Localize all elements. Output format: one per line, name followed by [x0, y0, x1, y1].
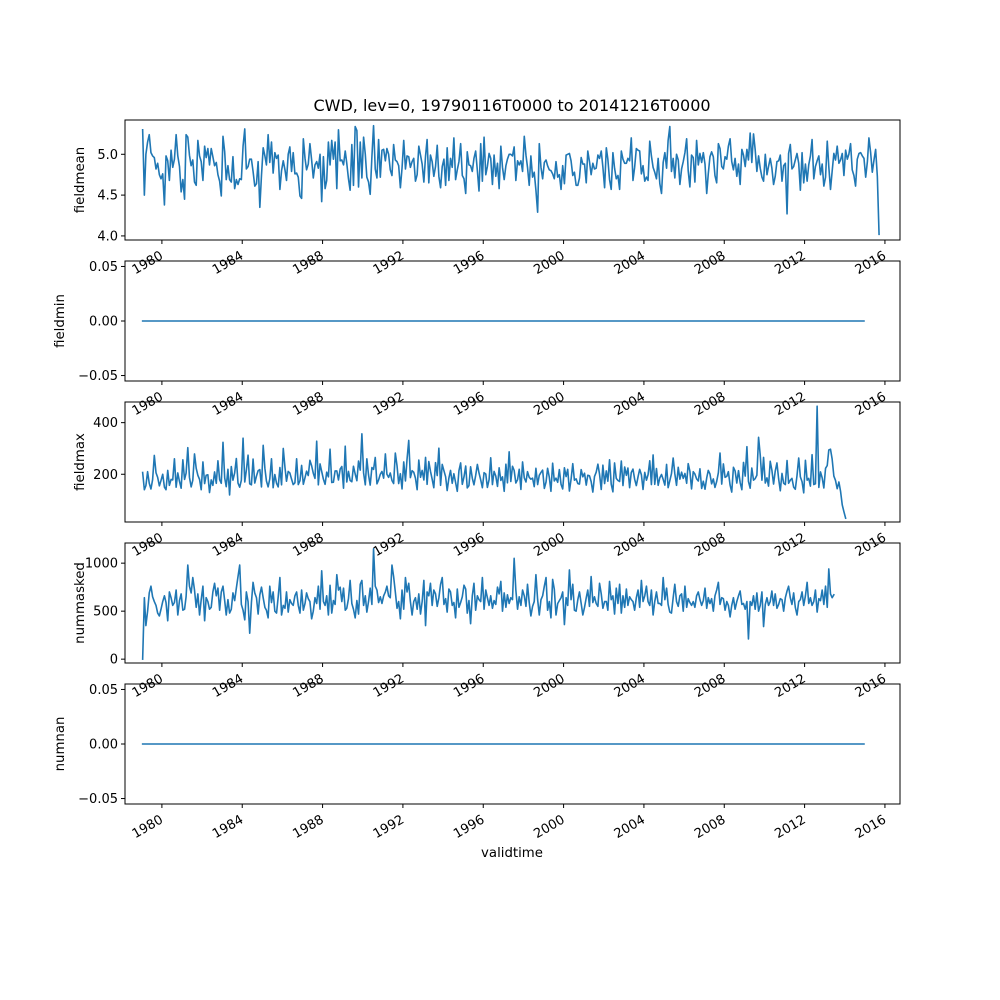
fieldmax-x-tick-label: 1996: [451, 530, 487, 560]
fieldmean-axes-frame: [124, 119, 901, 241]
fieldmin-x-tick-label: 1996: [451, 389, 487, 419]
subplot-fieldmin: −0.05 0.00 0.05 fieldmin 1980 1984 1988 1992 199…: [53, 260, 901, 419]
nummasked-series-line: [141, 547, 835, 660]
chart-title: CWD, lev=0, 19790116T0000 to 20141216T00…: [313, 96, 710, 115]
fieldmean-x-tick-label: 2012: [772, 248, 808, 278]
fieldmax-x-tick-label: 2012: [772, 530, 808, 560]
fieldmin-x-tick-label: 2008: [692, 389, 728, 419]
fieldmean-x-tick-label: 2004: [612, 248, 648, 278]
fieldmean-x-tick-label: 1980: [130, 248, 166, 278]
numnan-x-tick-label: 1984: [210, 812, 246, 842]
subplot-fieldmax: 200 400 fieldmax 1980 1984 1988 1992 1996 2000 20…: [73, 401, 901, 560]
numnan-x-tick-label: 2004: [612, 812, 648, 842]
numnan-y-tick-label: −0.05: [78, 792, 118, 807]
fieldmin-x-tick-label: 1984: [210, 389, 246, 419]
fieldmean-series-line: [141, 124, 880, 236]
nummasked-y-tick-label: 500: [93, 605, 118, 620]
fieldmin-x-tick-label: 2000: [531, 389, 567, 419]
numnan-x-tick-label: 1988: [290, 812, 326, 842]
fieldmax-y-tick-label: 400: [93, 416, 118, 431]
fieldmax-x-tick-label: 1980: [130, 530, 166, 560]
fieldmin-x-tick-label: 2016: [853, 389, 889, 419]
fieldmean-y-tick-label: 5.0: [97, 148, 118, 163]
fieldmean-y-tick-label: 4.0: [97, 229, 118, 244]
fieldmean-x-tick-label: 1992: [371, 248, 407, 278]
fieldmax-x-tick-label: 2004: [612, 530, 648, 560]
fieldmean-y-axis-label: fieldmean: [73, 147, 88, 213]
fieldmin-x-tick-label: 2004: [612, 389, 648, 419]
fieldmax-x-tick-label: 1984: [210, 530, 246, 560]
fieldmean-y-tick-label: 4.5: [97, 189, 118, 204]
fieldmax-x-tick-label: 1992: [371, 530, 407, 560]
nummasked-x-tick-label: 1980: [130, 671, 166, 701]
numnan-x-tick-label: 2000: [531, 812, 567, 842]
nummasked-x-tick-label: 2004: [612, 671, 648, 701]
nummasked-x-tick-label: 1984: [210, 671, 246, 701]
fieldmax-y-tick-label: 200: [93, 468, 118, 483]
fieldmin-x-tick-label: 1988: [290, 389, 326, 419]
nummasked-x-tick-label: 1992: [371, 671, 407, 701]
numnan-x-tick-label: 1992: [371, 812, 407, 842]
nummasked-x-tick-label: 2012: [772, 671, 808, 701]
numnan-x-tick-label: 2016: [853, 812, 889, 842]
numnan-y-axis-label: numnan: [53, 717, 68, 772]
fieldmin-y-tick-label: 0.00: [89, 315, 118, 330]
fieldmin-y-axis-label: fieldmin: [53, 294, 68, 348]
fieldmin-x-tick-label: 1992: [371, 389, 407, 419]
numnan-x-tick-label: 2008: [692, 812, 728, 842]
numnan-y-tick-label: 0.00: [89, 738, 118, 753]
fieldmean-x-tick-label: 2008: [692, 248, 728, 278]
nummasked-y-tick-label: 1000: [85, 557, 118, 572]
fieldmin-y-tick-label: 0.05: [89, 260, 118, 275]
fieldmax-series-line: [141, 405, 847, 520]
fieldmin-x-tick-label: 1980: [130, 389, 166, 419]
subplot-numnan: −0.05 0.00 0.05 numnan 1980 1984 1988 1992 1996 2…: [53, 683, 901, 842]
nummasked-x-tick-label: 1988: [290, 671, 326, 701]
subplot-fieldmean: 4.0 4.5 5.0 fieldmean 1980 1984 1988 1992 1996 20…: [73, 119, 901, 278]
fieldmean-x-tick-label: 1996: [451, 248, 487, 278]
fieldmean-x-tick-label: 1984: [210, 248, 246, 278]
fieldmax-x-tick-label: 2016: [853, 530, 889, 560]
nummasked-x-tick-label: 2016: [853, 671, 889, 701]
nummasked-x-tick-label: 2008: [692, 671, 728, 701]
fieldmax-x-tick-label: 2000: [531, 530, 567, 560]
numnan-x-tick-label: 1980: [130, 812, 166, 842]
x-axis-label: validtime: [481, 846, 543, 861]
fieldmin-y-tick-label: −0.05: [78, 369, 118, 384]
fieldmax-x-tick-label: 1988: [290, 530, 326, 560]
fieldmean-x-tick-label: 2000: [531, 248, 567, 278]
nummasked-x-tick-label: 2000: [531, 671, 567, 701]
nummasked-y-axis-label: nummasked: [73, 562, 88, 644]
fieldmax-x-tick-label: 2008: [692, 530, 728, 560]
nummasked-x-tick-label: 1996: [451, 671, 487, 701]
fieldmin-x-tick-label: 2012: [772, 389, 808, 419]
numnan-x-tick-label: 1996: [451, 812, 487, 842]
fieldmean-x-tick-label: 1988: [290, 248, 326, 278]
numnan-x-tick-label: 2012: [772, 812, 808, 842]
nummasked-y-tick-label: 0: [110, 653, 118, 668]
numnan-y-tick-label: 0.05: [89, 683, 118, 698]
fieldmean-x-tick-label: 2016: [853, 248, 889, 278]
fieldmax-y-axis-label: fieldmax: [73, 433, 88, 491]
fieldmax-axes-frame: [124, 401, 901, 523]
nummasked-axes-frame: [124, 542, 901, 664]
